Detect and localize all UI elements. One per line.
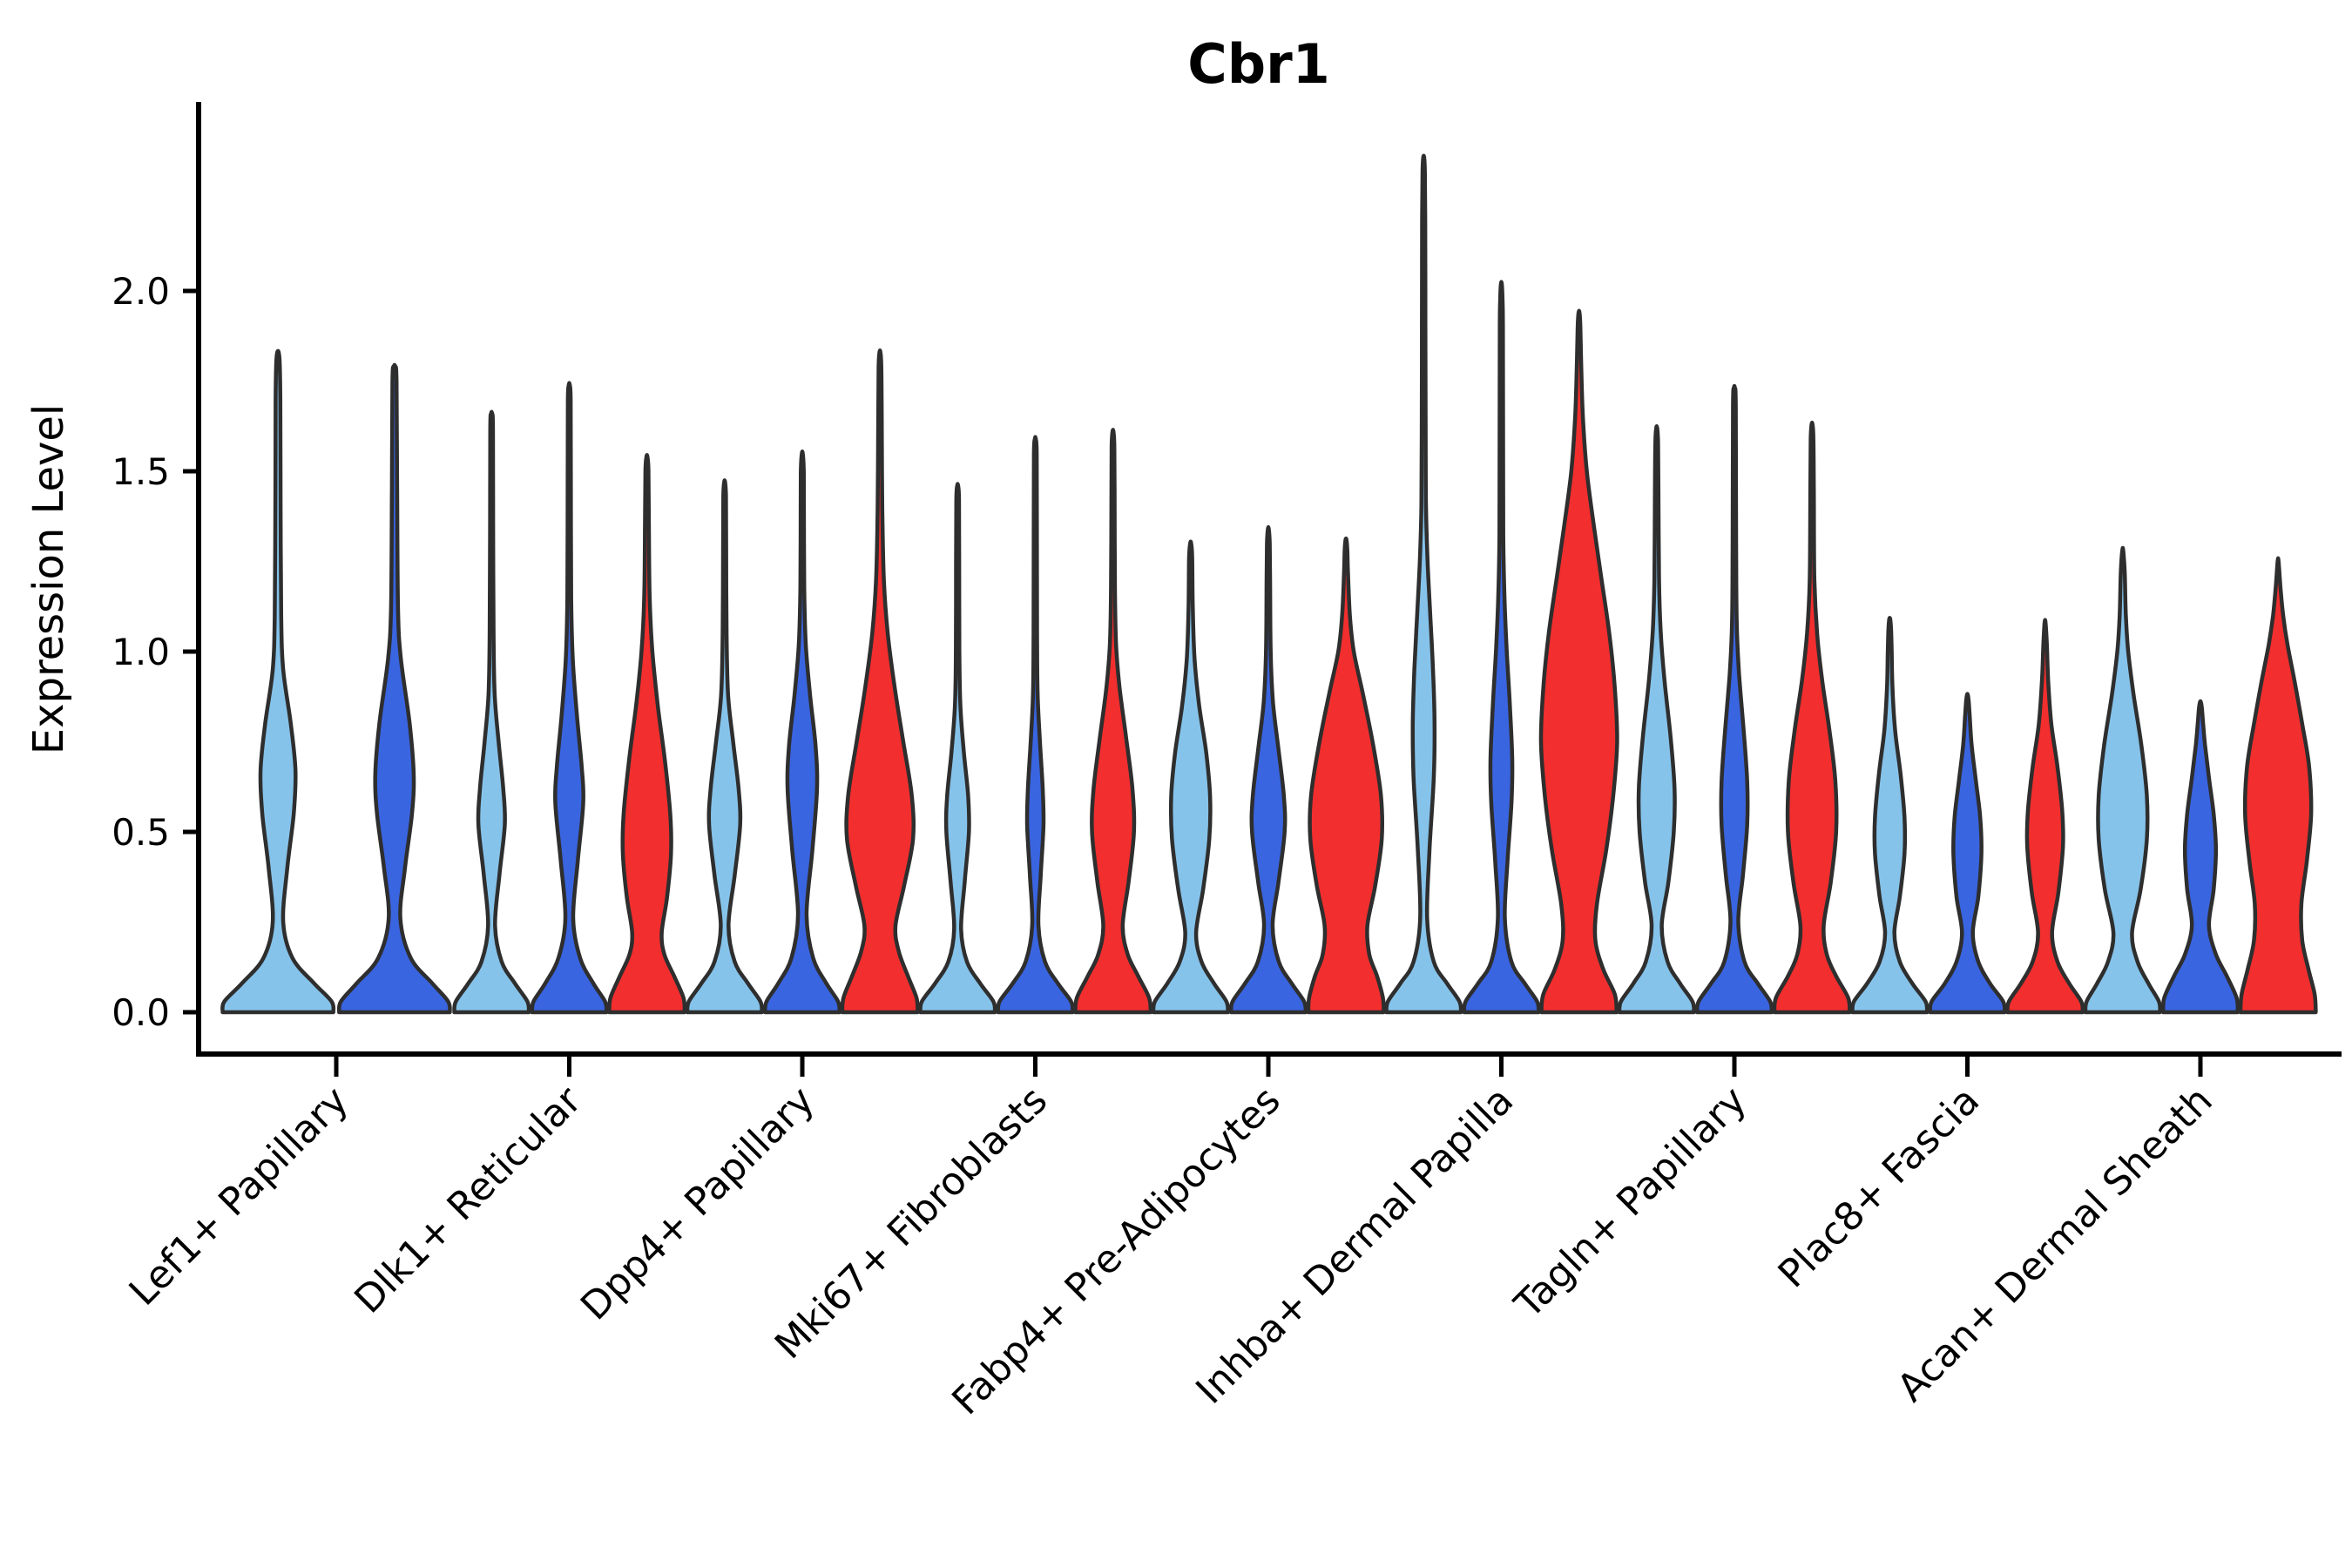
x-tick-label: Tagln+ Papillary xyxy=(1506,1078,1755,1328)
violin-plac8-fascia-dark_blue xyxy=(1928,692,2007,1015)
y-tick-label: 0.5 xyxy=(112,811,170,854)
violin-dpp4-papillary-light_blue xyxy=(685,478,764,1015)
violin-lef1-papillary-light_blue xyxy=(220,348,336,1015)
violin-acan-dermal-sheath-red xyxy=(2238,556,2318,1015)
violin-acan-dermal-sheath-light_blue xyxy=(2083,545,2162,1015)
y-axis-label: Expression Level xyxy=(24,404,73,755)
violin-fabp4-pre-adipocytes-light_blue xyxy=(1151,539,1230,1015)
violin-dpp4-papillary-dark_blue xyxy=(762,449,842,1015)
violin-inhba-dermal-papilla-light_blue xyxy=(1384,153,1463,1015)
y-tick-label: 2.0 xyxy=(112,270,170,313)
violin-inhba-dermal-papilla-red xyxy=(1538,308,1619,1015)
violin-tagln-papillary-light_blue xyxy=(1617,424,1696,1015)
violin-plac8-fascia-light_blue xyxy=(1850,615,1930,1015)
violin-fabp4-pre-adipocytes-red xyxy=(1306,536,1386,1015)
violin-mki67-fibroblasts-dark_blue xyxy=(996,435,1075,1015)
y-tick-label: 1.0 xyxy=(112,631,170,673)
x-tick-label: Plac8+ Fascia xyxy=(1770,1078,1989,1297)
x-tick-label: Lef1+ Papillary xyxy=(121,1078,357,1315)
violin-lef1-papillary-dark_blue xyxy=(336,362,452,1015)
y-tick-label: 1.5 xyxy=(112,450,170,493)
violin-dlk1-reticular-dark_blue xyxy=(530,381,609,1015)
violin-mki67-fibroblasts-light_blue xyxy=(918,482,997,1015)
violin-plac8-fascia-red xyxy=(2005,618,2085,1015)
violin-mki67-fibroblasts-red xyxy=(1073,428,1153,1015)
x-tick-label: Dlk1+ Reticular xyxy=(346,1078,591,1322)
chart-title: Cbr1 xyxy=(1187,32,1330,96)
violin-tagln-papillary-red xyxy=(1772,420,1852,1015)
violin-dlk1-reticular-red xyxy=(607,453,687,1015)
violin-acan-dermal-sheath-dark_blue xyxy=(2160,699,2240,1015)
axis-spines xyxy=(196,102,2342,1057)
violin-inhba-dermal-papilla-dark_blue xyxy=(1462,280,1541,1015)
x-tick-label: Dpp4+ Papillary xyxy=(572,1078,823,1329)
violin-fabp4-pre-adipocytes-dark_blue xyxy=(1228,524,1308,1015)
violin-dlk1-reticular-light_blue xyxy=(452,409,531,1015)
y-tick-label: 0.0 xyxy=(112,991,170,1034)
violin-tagln-papillary-dark_blue xyxy=(1694,383,1774,1015)
violin-dpp4-papillary-red xyxy=(840,348,920,1015)
